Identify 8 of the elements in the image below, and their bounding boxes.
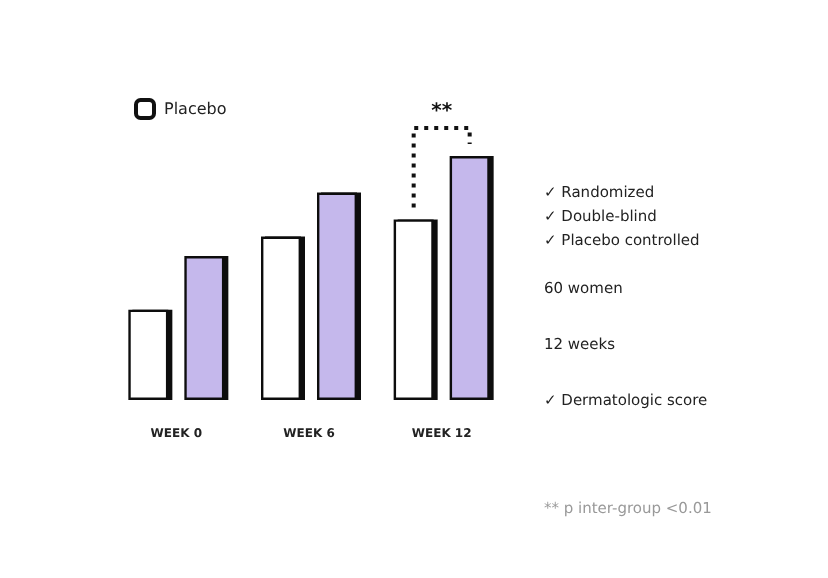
bar (184, 256, 225, 400)
text: ** (431, 101, 454, 123)
bar (449, 156, 490, 400)
bar (393, 219, 434, 400)
bar (128, 309, 169, 400)
bar (317, 192, 357, 400)
bar (261, 236, 301, 400)
legend-label: Placebo (164, 100, 227, 118)
